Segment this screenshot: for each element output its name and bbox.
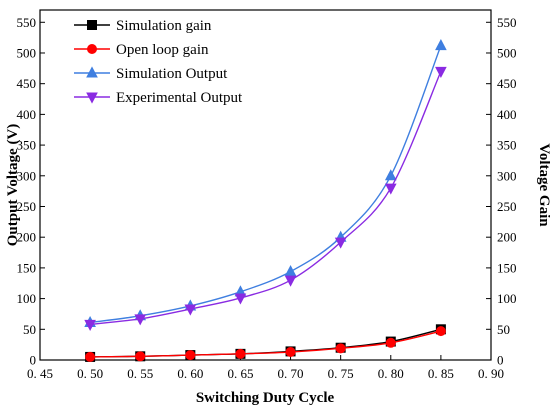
right-y-axis-title: Voltage Gain bbox=[536, 143, 550, 227]
series-experimental-output bbox=[84, 66, 447, 331]
x-tick-label: 0. 90 bbox=[478, 366, 504, 381]
left-y-tick-label: 500 bbox=[17, 45, 37, 60]
legend-item-simulation-output: Simulation Output bbox=[74, 66, 228, 82]
left-y-tick-label: 550 bbox=[17, 15, 37, 30]
legend-marker-open-loop-gain bbox=[87, 44, 97, 54]
x-tick-label: 0. 60 bbox=[177, 366, 203, 381]
data-point-experimental-output bbox=[384, 183, 397, 195]
right-y-tick-label: 250 bbox=[497, 199, 517, 214]
legend-marker-simulation-output bbox=[86, 66, 98, 78]
right-y-tick-label: 50 bbox=[497, 322, 510, 337]
data-point-experimental-output bbox=[84, 319, 96, 331]
left-y-tick-label: 150 bbox=[17, 260, 37, 275]
data-point-experimental-output bbox=[134, 314, 147, 326]
data-point-simulation-output bbox=[435, 39, 447, 51]
series-simulation-output bbox=[84, 39, 447, 328]
legend-marker-simulation-gain bbox=[87, 20, 97, 30]
left-y-tick-label: 250 bbox=[17, 199, 37, 214]
x-tick-label: 0. 80 bbox=[378, 366, 404, 381]
right-y-tick-label: 150 bbox=[497, 260, 517, 275]
right-y-tick-label: 0 bbox=[497, 353, 504, 368]
left-y-tick-label: 0 bbox=[30, 353, 37, 368]
data-point-open-loop-gain bbox=[135, 351, 146, 362]
left-y-axis-ticks: 0 50 100 150 200 250 300 350 400 450 500 550 bbox=[17, 15, 45, 368]
series-open-loop-gain bbox=[85, 326, 446, 362]
x-tick-label: 0. 55 bbox=[127, 366, 153, 381]
right-y-tick-label: 500 bbox=[497, 45, 517, 60]
x-axis-ticks: 0. 45 0. 50 0. 55 0. 60 0. 65 0. 70 0. 75 0. 80… bbox=[27, 355, 504, 381]
right-y-tick-label: 400 bbox=[497, 107, 517, 122]
legend: Simulation gain Open loop gain Simulation … bbox=[74, 18, 243, 106]
right-y-tick-label: 200 bbox=[497, 230, 517, 245]
left-y-axis-title: Output Voltage (V) bbox=[5, 124, 21, 247]
legend-label-simulation-gain: Simulation gain bbox=[116, 18, 212, 34]
data-point-experimental-output bbox=[284, 275, 297, 287]
legend-item-open-loop-gain: Open loop gain bbox=[74, 42, 209, 58]
legend-label-open-loop-gain: Open loop gain bbox=[116, 42, 209, 58]
x-tick-label: 0. 75 bbox=[328, 366, 354, 381]
series-layer bbox=[84, 39, 447, 362]
data-point-open-loop-gain bbox=[235, 348, 246, 359]
right-y-tick-label: 300 bbox=[497, 168, 517, 183]
right-y-tick-label: 350 bbox=[497, 138, 517, 153]
legend-item-simulation-gain: Simulation gain bbox=[74, 18, 212, 34]
legend-item-experimental-output: Experimental Output bbox=[74, 90, 243, 106]
left-y-tick-label: 200 bbox=[17, 230, 37, 245]
data-point-open-loop-gain bbox=[185, 350, 196, 361]
legend-label-experimental-output: Experimental Output bbox=[116, 90, 243, 106]
data-point-simulation-output bbox=[384, 169, 397, 181]
series-line-simulation-output bbox=[90, 45, 442, 324]
right-y-axis-ticks: 0 50 100 150 200 250 300 350 400 450 500 550 bbox=[486, 15, 517, 368]
data-point-open-loop-gain bbox=[285, 347, 296, 358]
legend-marker-experimental-output bbox=[86, 92, 98, 104]
data-point-open-loop-gain bbox=[385, 337, 396, 348]
left-y-tick-label: 300 bbox=[17, 168, 37, 183]
x-tick-label: 0. 70 bbox=[278, 366, 304, 381]
legend-label-simulation-output: Simulation Output bbox=[116, 66, 228, 82]
data-point-experimental-output bbox=[234, 293, 247, 305]
data-point-open-loop-gain bbox=[435, 326, 446, 337]
series-line-experimental-output bbox=[90, 71, 442, 326]
x-tick-label: 0. 50 bbox=[77, 366, 103, 381]
left-y-tick-label: 50 bbox=[23, 322, 36, 337]
x-tick-label: 0. 45 bbox=[27, 366, 53, 381]
left-y-tick-label: 100 bbox=[17, 291, 37, 306]
right-y-tick-label: 100 bbox=[497, 291, 517, 306]
data-point-experimental-output bbox=[184, 304, 197, 316]
data-point-simulation-output bbox=[284, 265, 297, 277]
data-point-experimental-output bbox=[334, 237, 347, 249]
x-tick-label: 0. 85 bbox=[428, 366, 454, 381]
x-tick-label: 0. 65 bbox=[227, 366, 253, 381]
right-y-tick-label: 450 bbox=[497, 76, 517, 91]
data-point-experimental-output bbox=[435, 66, 447, 78]
left-y-tick-label: 450 bbox=[17, 76, 37, 91]
left-y-tick-label: 350 bbox=[17, 138, 37, 153]
data-point-open-loop-gain bbox=[85, 351, 96, 362]
left-y-tick-label: 400 bbox=[17, 107, 37, 122]
data-point-open-loop-gain bbox=[335, 343, 346, 354]
plot-frame bbox=[39, 9, 492, 361]
x-axis-title: Switching Duty Cycle bbox=[196, 390, 335, 406]
right-y-tick-label: 550 bbox=[497, 15, 517, 30]
